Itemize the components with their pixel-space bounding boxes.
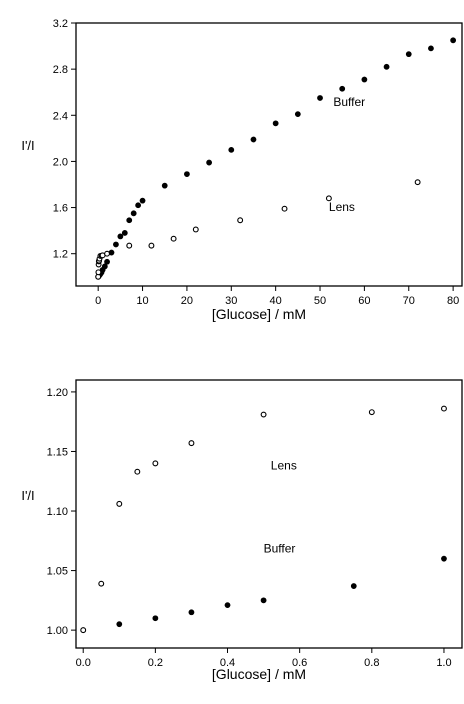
data-point-buffer [126, 217, 133, 224]
data-point-lens [325, 195, 332, 202]
data-point-lens [188, 440, 195, 447]
y-tick-label: 1.10 [47, 506, 68, 518]
x-tick-label: 0.2 [148, 657, 163, 669]
x-tick-label: 0.8 [364, 657, 379, 669]
x-tick-label: 20 [181, 295, 193, 307]
data-point-buffer [139, 197, 146, 204]
data-point-lens [152, 460, 159, 467]
data-point-lens [104, 250, 111, 257]
y-tick-label: 2.8 [53, 64, 68, 76]
data-point-buffer [224, 602, 231, 609]
data-point-buffer [272, 120, 279, 127]
data-point-buffer [188, 609, 195, 616]
series-label-buffer: Buffer [264, 542, 296, 556]
x-tick-label: 0.6 [292, 657, 307, 669]
x-tick-label: 80 [447, 295, 459, 307]
data-point-lens [237, 217, 244, 224]
y-tick-label: 1.6 [53, 203, 68, 215]
y-tick-label: 1.05 [47, 566, 68, 578]
y-axis-label: I'/I [21, 138, 34, 153]
data-point-buffer [441, 555, 447, 562]
data-point-buffer [184, 171, 190, 178]
y-tick-label: 1.15 [47, 446, 68, 458]
data-point-buffer [317, 95, 323, 101]
data-point-lens [80, 627, 87, 634]
data-point-buffer [405, 51, 412, 58]
data-point-lens [116, 500, 123, 507]
x-tick-label: 70 [403, 295, 415, 307]
data-point-buffer [206, 159, 213, 166]
data-point-buffer [104, 258, 110, 265]
series-buffer [95, 37, 457, 280]
y-tick-label: 1.00 [47, 625, 68, 637]
data-point-lens [260, 411, 267, 418]
y-tick-label: 3.2 [53, 18, 68, 30]
y-tick-label: 1.20 [47, 387, 68, 399]
data-point-buffer [121, 230, 128, 236]
data-point-lens [148, 242, 155, 249]
y-tick-label: 1.2 [53, 249, 68, 261]
series-lens [80, 405, 447, 634]
data-point-buffer [152, 615, 159, 622]
data-point-lens [192, 226, 199, 233]
x-tick-label: 10 [136, 295, 148, 307]
data-point-lens [170, 235, 177, 242]
x-tick-label: 1.0 [436, 657, 451, 669]
data-point-buffer [228, 146, 235, 153]
data-point-lens [441, 405, 447, 412]
y-tick-label: 2.4 [53, 110, 68, 122]
data-point-buffer [135, 202, 142, 209]
x-tick-label: 30 [225, 295, 237, 307]
data-point-lens [414, 179, 421, 186]
data-point-buffer [113, 241, 119, 248]
data-point-lens [368, 409, 375, 416]
series-buffer [116, 555, 447, 628]
plot-area [95, 37, 457, 280]
data-point-buffer [116, 621, 123, 628]
data-point-buffer [101, 263, 108, 270]
data-point-buffer [117, 233, 124, 240]
plot-frame [75, 379, 463, 649]
data-point-buffer [450, 37, 457, 44]
data-point-lens [281, 205, 288, 212]
data-point-buffer [260, 597, 267, 604]
y-tick-label: 2.0 [53, 156, 68, 168]
x-tick-label: 50 [314, 295, 326, 307]
data-point-buffer [339, 85, 346, 92]
x-axis-label: [Glucose] / mM [212, 306, 306, 322]
data-point-lens [126, 242, 133, 249]
x-tick-label: 0.0 [76, 657, 91, 669]
series-label-lens: Lens [329, 200, 355, 214]
data-point-buffer [361, 76, 368, 83]
plot-area [80, 405, 447, 634]
x-tick-label: 0.4 [220, 657, 235, 669]
data-point-buffer [383, 63, 390, 70]
data-point-buffer [294, 111, 301, 118]
series-lens [95, 179, 421, 280]
data-point-buffer [161, 182, 168, 189]
x-tick-label: 40 [270, 295, 282, 307]
data-point-buffer [428, 45, 434, 52]
x-axis-label: [Glucose] / mM [212, 666, 306, 682]
plot-frame [75, 22, 463, 287]
data-point-buffer [130, 210, 137, 217]
data-point-lens [95, 269, 102, 276]
series-label-lens: Lens [271, 458, 297, 472]
y-axis-label: I'/I [21, 488, 34, 503]
x-tick-label: 60 [358, 295, 370, 307]
data-point-lens [134, 468, 141, 475]
x-tick-label: 0 [95, 295, 101, 307]
chart-2: 0.0 0.2 0.4 0.6 0.8 1.0 1.00 1.05 1.10 1.15 1.20 [G… [21, 379, 463, 682]
chart-1: 0 10 20 30 40 50 60 70 80 1.2 1.6 2.0 2.4 2.8 3.2 [Gluc… [21, 18, 463, 322]
series-label-buffer: Buffer [333, 95, 365, 109]
data-point-buffer [350, 583, 357, 589]
data-point-buffer [250, 136, 257, 143]
data-point-lens [98, 580, 105, 587]
